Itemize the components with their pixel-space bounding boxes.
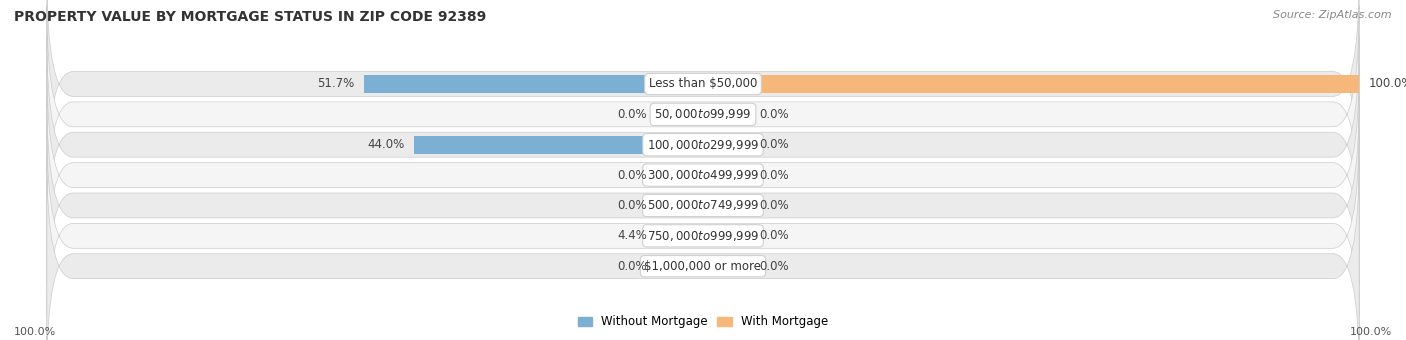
Bar [703,75,1360,93]
Text: 0.0%: 0.0% [759,138,789,151]
Text: $1,000,000 or more: $1,000,000 or more [644,260,762,273]
FancyBboxPatch shape [46,127,1360,340]
FancyBboxPatch shape [46,66,1360,284]
Bar [657,166,703,184]
Bar [673,227,703,245]
Text: 44.0%: 44.0% [367,138,405,151]
Text: 0.0%: 0.0% [759,230,789,242]
Bar [703,105,749,123]
Text: 0.0%: 0.0% [759,108,789,121]
FancyBboxPatch shape [46,5,1360,223]
Text: 4.4%: 4.4% [617,230,647,242]
Text: 0.0%: 0.0% [759,169,789,182]
Text: 100.0%: 100.0% [1350,327,1392,337]
Text: PROPERTY VALUE BY MORTGAGE STATUS IN ZIP CODE 92389: PROPERTY VALUE BY MORTGAGE STATUS IN ZIP… [14,10,486,24]
Bar [415,136,703,154]
Bar [364,75,703,93]
Bar [703,197,749,214]
Text: $50,000 to $99,999: $50,000 to $99,999 [654,107,752,121]
Bar [657,197,703,214]
FancyBboxPatch shape [46,97,1360,314]
Bar [703,136,749,154]
Text: 0.0%: 0.0% [617,169,647,182]
Text: 0.0%: 0.0% [759,199,789,212]
Text: 100.0%: 100.0% [14,327,56,337]
Bar [703,166,749,184]
Text: 51.7%: 51.7% [316,78,354,90]
FancyBboxPatch shape [46,0,1360,193]
Text: 0.0%: 0.0% [617,108,647,121]
Bar [703,227,749,245]
Text: 0.0%: 0.0% [617,199,647,212]
FancyBboxPatch shape [46,36,1360,254]
Text: $500,000 to $749,999: $500,000 to $749,999 [647,199,759,212]
Text: $300,000 to $499,999: $300,000 to $499,999 [647,168,759,182]
Text: $100,000 to $299,999: $100,000 to $299,999 [647,138,759,152]
Text: 0.0%: 0.0% [759,260,789,273]
Text: 100.0%: 100.0% [1369,78,1406,90]
Bar [703,257,749,275]
Text: $750,000 to $999,999: $750,000 to $999,999 [647,229,759,243]
Text: Less than $50,000: Less than $50,000 [648,78,758,90]
Bar [657,257,703,275]
Bar [657,105,703,123]
Text: 0.0%: 0.0% [617,260,647,273]
FancyBboxPatch shape [46,157,1360,340]
Text: Source: ZipAtlas.com: Source: ZipAtlas.com [1274,10,1392,20]
Legend: Without Mortgage, With Mortgage: Without Mortgage, With Mortgage [574,311,832,333]
